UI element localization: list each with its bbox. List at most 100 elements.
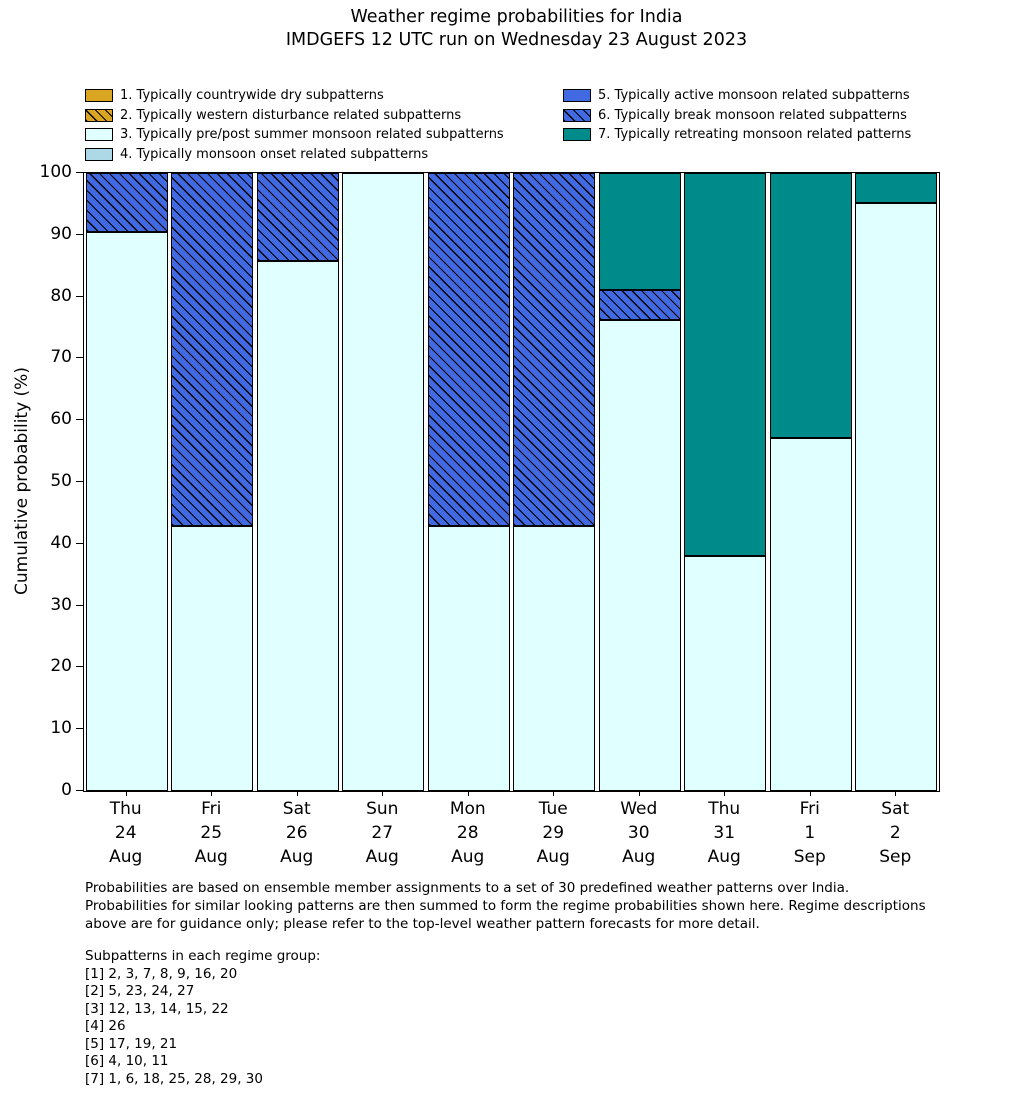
bar-segment xyxy=(85,231,168,791)
subpatterns-line: [7] 1, 6, 18, 25, 28, 29, 30 xyxy=(85,1070,263,1087)
chart-title: Weather regime probabilities for India I… xyxy=(0,6,1033,52)
bar-segment xyxy=(855,173,938,203)
y-tick-mark xyxy=(76,172,83,173)
subpatterns-line: [6] 4, 10, 11 xyxy=(85,1053,169,1069)
chart-title-line2: IMDGEFS 12 UTC run on Wednesday 23 Augus… xyxy=(285,30,748,50)
subpatterns-line: [2] 5, 23, 24, 27 xyxy=(85,983,195,999)
bar-segment xyxy=(256,261,339,791)
legend-item: 1. Typically countrywide dry subpatterns xyxy=(85,86,504,106)
bar-segment xyxy=(684,555,767,791)
x-tick-label: Sat 2 Sep xyxy=(879,799,912,867)
legend-swatch-icon xyxy=(85,89,113,103)
legend-item: 5. Typically active monsoon related subp… xyxy=(563,86,911,106)
x-tick-label: Sat 26 Aug xyxy=(280,799,314,867)
x-tick-mark xyxy=(895,791,897,796)
legend-item: 7. Typically retreating monsoon related … xyxy=(563,125,911,145)
y-tick-label: 100 xyxy=(39,162,72,182)
legend-swatch-icon xyxy=(85,148,113,162)
y-tick-label: 80 xyxy=(50,285,72,306)
bar-segment xyxy=(171,525,254,791)
bar-segment xyxy=(769,438,852,791)
bar-segment xyxy=(427,173,510,526)
x-tick-mark xyxy=(724,791,726,796)
bar-segment xyxy=(85,173,168,232)
y-tick-label: 30 xyxy=(50,594,72,615)
legend-item: 4. Typically monsoon onset related subpa… xyxy=(85,145,504,165)
legend-item: 3. Typically pre/post summer monsoon rel… xyxy=(85,125,504,145)
bar-segment xyxy=(684,173,767,556)
y-tick-label: 40 xyxy=(50,532,72,553)
legend-swatch-icon xyxy=(563,89,591,103)
legend-swatch-icon xyxy=(563,108,591,122)
y-tick-mark xyxy=(76,233,83,235)
y-tick-mark xyxy=(76,295,83,297)
bar-segment xyxy=(513,173,596,526)
x-tick-mark xyxy=(125,791,127,796)
bar-segment xyxy=(769,173,852,439)
x-tick-mark xyxy=(553,791,555,796)
x-tick-label: Thu 24 Aug xyxy=(109,799,143,867)
y-tick-mark xyxy=(76,481,83,482)
x-tick-mark xyxy=(296,791,298,796)
legend-item: 6. Typically break monsoon related subpa… xyxy=(563,106,911,126)
legend-swatch-icon xyxy=(85,108,113,122)
x-tick-mark xyxy=(809,791,811,796)
chart-title-line1: Weather regime probabilities for India xyxy=(350,7,683,27)
y-tick-mark xyxy=(76,790,83,791)
y-tick-label: 90 xyxy=(50,223,72,244)
x-tick-label: Fri 25 Aug xyxy=(194,799,228,867)
x-tick-mark xyxy=(467,791,469,796)
x-tick-label: Sun 27 Aug xyxy=(365,799,399,867)
subpatterns-line: [5] 17, 19, 21 xyxy=(85,1035,178,1052)
legend-label: 2. Typically western disturbance related… xyxy=(120,107,462,123)
x-tick-mark xyxy=(211,791,213,796)
subpatterns-heading: Subpatterns in each regime group: xyxy=(85,948,321,964)
x-tick-label: Mon 28 Aug xyxy=(449,799,486,867)
legend-label: 5. Typically active monsoon related subp… xyxy=(598,88,910,104)
bar-segment xyxy=(598,320,681,791)
legend-label: 3. Typically pre/post summer monsoon rel… xyxy=(120,127,504,143)
x-tick-label: Tue 29 Aug xyxy=(536,799,570,867)
bar-segment xyxy=(342,173,425,791)
footnote-paragraph: Probabilities are based on ensemble memb… xyxy=(85,880,926,932)
bar-segment xyxy=(256,173,339,262)
subpatterns-line: [1] 2, 3, 7, 8, 9, 16, 20 xyxy=(85,965,238,982)
y-tick-label: 50 xyxy=(50,471,72,491)
x-tick-label: Fri 1 Sep xyxy=(793,799,826,867)
bar-segment xyxy=(855,202,938,791)
y-tick-label: 0 xyxy=(61,780,72,800)
bar-segment xyxy=(598,290,681,321)
legend-item: 2. Typically western disturbance related… xyxy=(85,106,504,126)
legend-swatch-icon xyxy=(85,128,113,142)
legend-column-1: 1. Typically countrywide dry subpatterns… xyxy=(85,86,504,164)
bar-segment xyxy=(598,173,681,291)
legend-label: 7. Typically retreating monsoon related … xyxy=(598,127,912,143)
x-tick-mark xyxy=(382,791,384,796)
y-tick-mark xyxy=(76,357,83,359)
legend-label: 1. Typically countrywide dry subpatterns xyxy=(120,88,384,104)
legend-label: 6. Typically break monsoon related subpa… xyxy=(598,107,907,123)
y-tick-mark xyxy=(76,419,83,421)
y-tick-label: 10 xyxy=(50,718,72,739)
legend-column-2: 5. Typically active monsoon related subp… xyxy=(563,86,911,145)
subpatterns-line: [3] 12, 13, 14, 15, 22 xyxy=(85,1000,229,1017)
y-tick-label: 70 xyxy=(50,347,72,368)
y-tick-label: 60 xyxy=(50,409,72,430)
legend-label: 4. Typically monsoon onset related subpa… xyxy=(120,147,429,163)
x-tick-label: Thu 31 Aug xyxy=(707,799,741,867)
y-tick-mark xyxy=(76,542,83,544)
bar-segment xyxy=(513,525,596,791)
x-tick-label: Wed 30 Aug xyxy=(620,799,658,867)
subpatterns-block: Subpatterns in each regime group: [1] 2,… xyxy=(85,948,320,1088)
plot-area xyxy=(83,172,940,792)
bar-segment xyxy=(427,525,510,791)
bar-segment xyxy=(171,173,254,526)
legend-swatch-icon xyxy=(563,128,591,142)
x-tick-mark xyxy=(638,791,640,796)
y-tick-mark xyxy=(76,666,83,668)
y-tick-mark xyxy=(76,604,83,606)
subpatterns-line: [4] 26 xyxy=(85,1018,126,1034)
y-tick-label: 20 xyxy=(50,656,72,677)
y-tick-mark xyxy=(76,728,83,730)
